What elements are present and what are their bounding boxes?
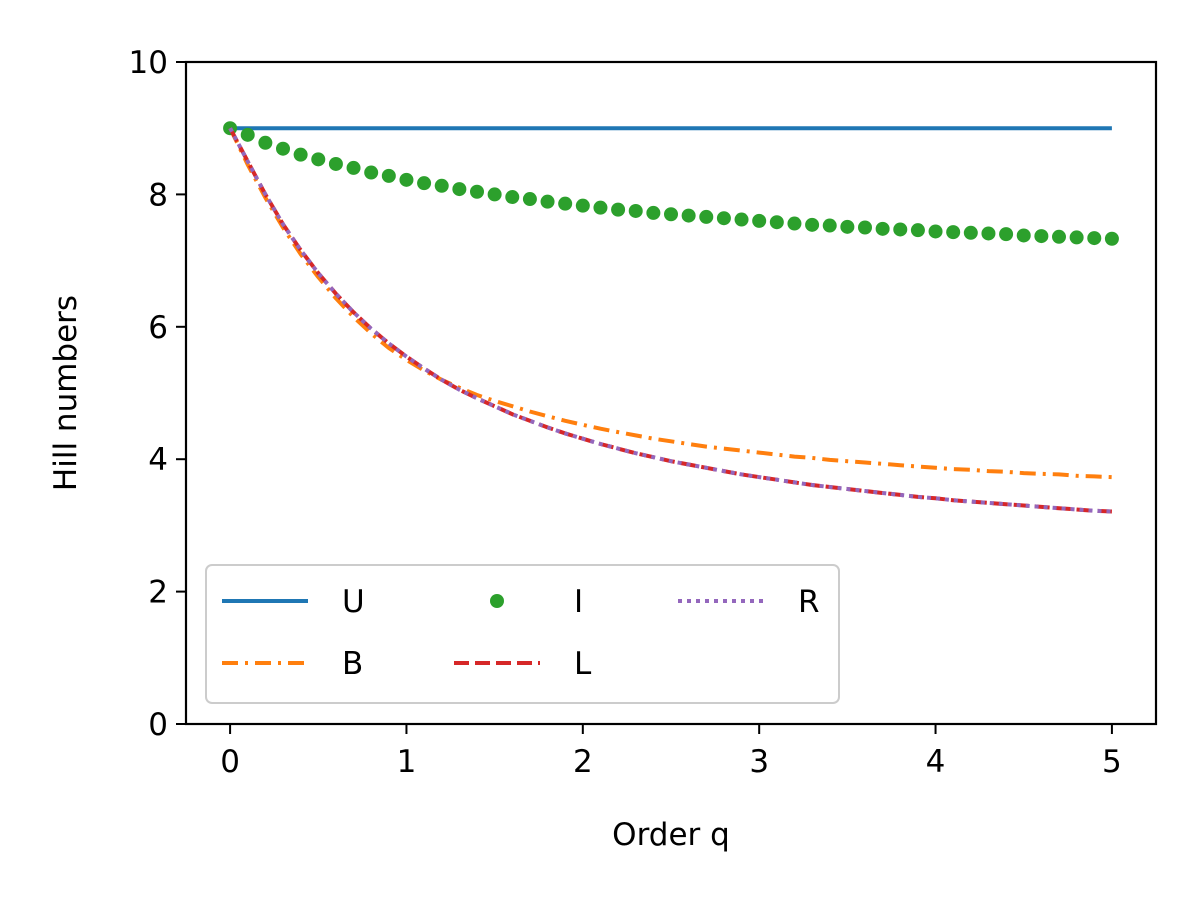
series-I-point xyxy=(1034,229,1049,244)
y-tick-label: 8 xyxy=(148,177,168,213)
series-I-point xyxy=(558,196,573,211)
legend: UB IL R xyxy=(205,564,840,704)
series-I-point xyxy=(1069,230,1084,245)
series-I-point xyxy=(893,222,908,237)
series-I-point xyxy=(963,225,978,240)
series-I-point xyxy=(522,192,537,207)
series-I-point xyxy=(858,220,872,235)
series-I-point xyxy=(752,213,767,228)
series-I-point xyxy=(417,176,432,191)
series-I-point xyxy=(505,190,520,205)
x-tick-label: 4 xyxy=(926,744,946,780)
series-layer xyxy=(223,121,1119,514)
series-I xyxy=(223,121,1119,246)
series-I-point xyxy=(593,200,608,215)
series-I-point xyxy=(910,223,925,238)
series-I-point xyxy=(470,184,484,199)
legend-item-U: U xyxy=(222,584,365,620)
series-I-point xyxy=(1052,229,1066,244)
y-tick-label: 6 xyxy=(148,310,168,346)
legend-item-R: R xyxy=(678,584,820,620)
y-tick-label: 2 xyxy=(148,575,168,611)
series-I-point xyxy=(628,203,643,218)
series-I-point xyxy=(928,224,943,239)
series-I-point xyxy=(487,187,502,202)
series-I-point xyxy=(946,225,961,240)
series-I-point xyxy=(999,227,1014,242)
series-I-point xyxy=(328,156,343,171)
legend-label-B: B xyxy=(342,646,363,682)
x-tick-label: 5 xyxy=(1102,744,1122,780)
series-I-point xyxy=(822,218,837,233)
series-I-point xyxy=(787,216,802,231)
axes-frame xyxy=(184,60,1158,726)
series-R-line xyxy=(228,127,1112,514)
series-I-point xyxy=(399,172,414,187)
legend-swatch-I xyxy=(490,594,504,608)
y-tick-label: 10 xyxy=(129,45,168,81)
legend-label-U: U xyxy=(342,584,365,620)
series-I-point xyxy=(276,141,290,156)
series-I-point xyxy=(364,165,379,180)
series-I-point xyxy=(452,182,467,197)
x-axis-title: Order q xyxy=(612,817,730,853)
series-I-point xyxy=(311,152,326,167)
series-I-point xyxy=(223,121,238,136)
series-I-point xyxy=(293,147,308,162)
legend-frame xyxy=(205,564,840,704)
series-I-point xyxy=(240,127,255,142)
series-I-point xyxy=(258,135,273,150)
series-I-point xyxy=(575,198,590,213)
series-I-point xyxy=(611,202,626,217)
series-I-point xyxy=(681,208,696,223)
series-I-point xyxy=(840,219,855,234)
y-tick-label: 4 xyxy=(148,442,168,478)
series-I-point xyxy=(1104,231,1119,246)
series-I-point xyxy=(434,178,449,193)
series-I-point xyxy=(981,226,996,241)
series-I-point xyxy=(346,160,361,175)
series-I-point xyxy=(716,211,731,226)
series-I-point xyxy=(1087,231,1102,246)
series-I-point xyxy=(540,194,555,209)
series-I-point xyxy=(699,209,714,224)
legend-item-B: B xyxy=(222,646,363,682)
x-tick-label: 3 xyxy=(749,744,769,780)
series-I-point xyxy=(381,168,396,183)
series-B-line xyxy=(228,127,1112,480)
series-B xyxy=(228,127,1112,480)
legend-item-L: L xyxy=(454,646,592,682)
x-tick-label: 0 xyxy=(220,744,240,780)
series-I-point xyxy=(805,217,820,232)
x-tick-label: 2 xyxy=(573,744,593,780)
series-I-point xyxy=(1016,228,1031,243)
ticks-layer: 0 1 2 3 4 5 0 2 4 6 8 10 xyxy=(129,45,1122,780)
legend-item-I: I xyxy=(490,584,583,620)
legend-label-R: R xyxy=(798,584,820,620)
y-axis-title: Hill numbers xyxy=(48,295,84,491)
x-tick-label: 1 xyxy=(397,744,417,780)
legend-label-L: L xyxy=(574,646,592,682)
series-I-point xyxy=(769,215,784,230)
series-I-point xyxy=(875,221,890,236)
series-I-point xyxy=(646,205,661,220)
y-tick-label: 0 xyxy=(148,707,168,743)
legend-label-I: I xyxy=(574,584,583,620)
series-R xyxy=(228,127,1112,514)
series-I-point xyxy=(734,212,749,227)
series-I-point xyxy=(664,207,678,222)
